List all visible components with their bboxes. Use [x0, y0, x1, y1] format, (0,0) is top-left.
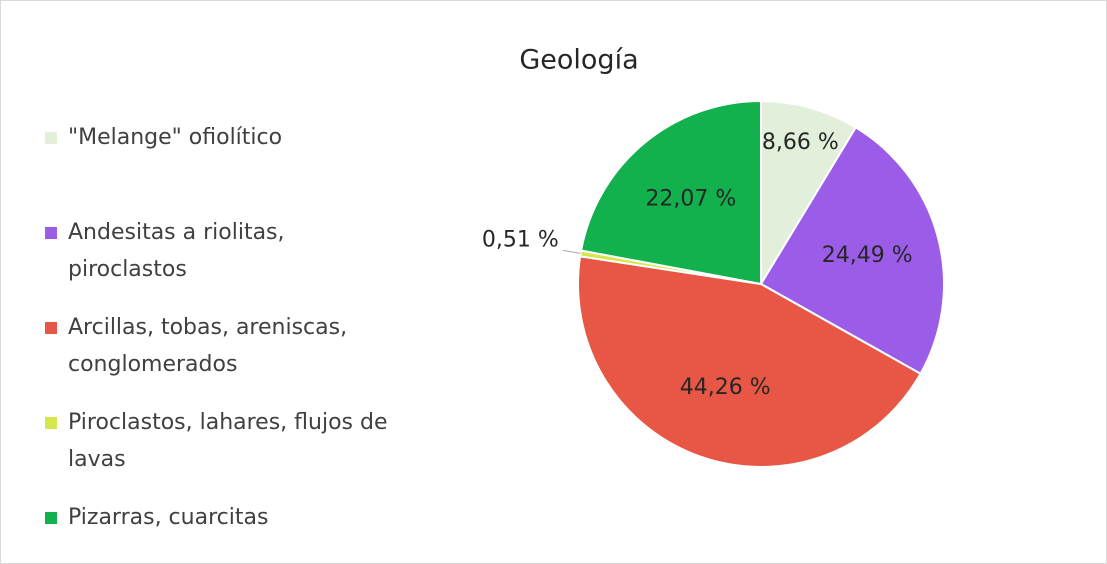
- legend-label: Pizarras, cuarcitas: [68, 505, 269, 530]
- legend-swatch: [45, 417, 57, 429]
- legend-item: Arcillas, tobas, areniscas, conglomerado…: [45, 309, 395, 383]
- legend-item: Pizarras, cuarcitas: [45, 499, 395, 536]
- legend-swatch: [45, 132, 57, 144]
- legend-item: Andesitas a riolitas, piroclastos: [45, 214, 395, 288]
- leader-line: [562, 249, 581, 254]
- data-label: 44,26 %: [680, 375, 771, 400]
- pie-slice: [759, 126, 945, 376]
- pie-slice: [760, 99, 858, 288]
- legend: "Melange" ofiolítico Andesitas a riolitas…: [45, 119, 395, 557]
- legend-label: "Melange" ofiolítico: [68, 125, 283, 150]
- pie-slice: [577, 255, 922, 468]
- legend-label: Arcillas, tobas, areniscas, conglomerado…: [68, 315, 348, 377]
- legend-label: Andesitas a riolitas, piroclastos: [68, 220, 285, 282]
- data-label: 22,07 %: [645, 187, 736, 212]
- data-label: 8,66 %: [762, 130, 839, 155]
- pie-slice: [579, 99, 762, 286]
- data-label: 0,51 %: [482, 227, 559, 252]
- legend-swatch: [45, 322, 57, 334]
- data-label: 24,49 %: [822, 243, 913, 268]
- legend-swatch: [45, 227, 57, 239]
- legend-label: Piroclastos, lahares, flujos de lavas: [68, 410, 388, 472]
- chart-title: Geología: [519, 45, 638, 76]
- legend-swatch: [45, 512, 57, 524]
- legend-item: "Melange" ofiolítico: [45, 119, 395, 156]
- legend-item: Piroclastos, lahares, flujos de lavas: [45, 404, 395, 478]
